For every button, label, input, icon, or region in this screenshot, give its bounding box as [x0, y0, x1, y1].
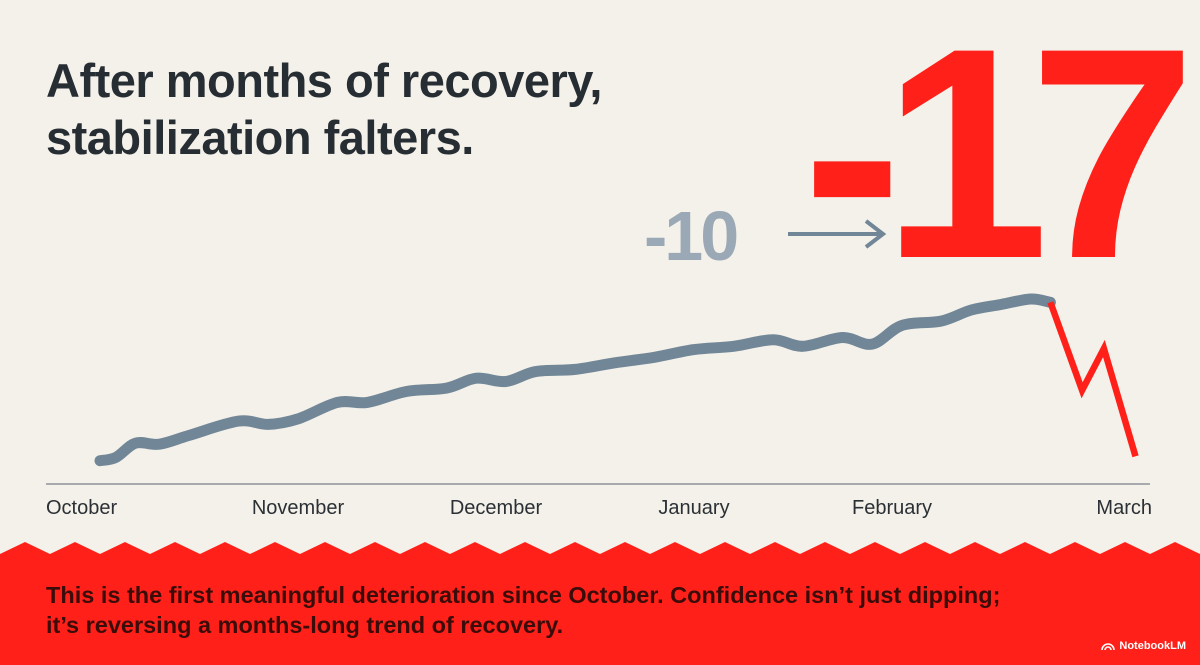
x-tick-label-january: January — [658, 497, 729, 519]
footer-caption-line-1: This is the first meaningful deteriorati… — [46, 582, 1001, 608]
brand-name: NotebookLM — [1119, 640, 1186, 652]
previous-value: -10 — [644, 197, 739, 275]
x-tick-label-february: February — [852, 497, 932, 519]
decline-line — [1047, 301, 1139, 458]
headline: After months of recovery, stabilization … — [46, 52, 602, 166]
footer-band — [0, 542, 1200, 665]
footer-caption: This is the first meaningful deteriorati… — [46, 580, 1156, 640]
footer-caption-line-2: it’s reversing a months-long trend of re… — [46, 612, 564, 638]
arrow-right-icon — [788, 219, 887, 249]
x-tick-label-november: November — [252, 497, 345, 519]
headline-line-1: After months of recovery, — [46, 54, 602, 107]
x-tick-label-december: December — [450, 497, 543, 519]
x-axis-labels: October November December January February Ma… — [46, 497, 1152, 519]
brand-badge: NotebookLM — [1101, 640, 1186, 652]
notebooklm-logo-icon — [1101, 643, 1116, 651]
recovery-trend-line — [94, 293, 1056, 467]
headline-line-2: stabilization falters. — [46, 111, 474, 164]
current-value: -17 — [802, 0, 1196, 321]
x-tick-label-october: October — [46, 497, 117, 519]
x-tick-label-march: March — [1096, 497, 1152, 519]
trend-chart: October November December January February Ma… — [46, 293, 1152, 519]
